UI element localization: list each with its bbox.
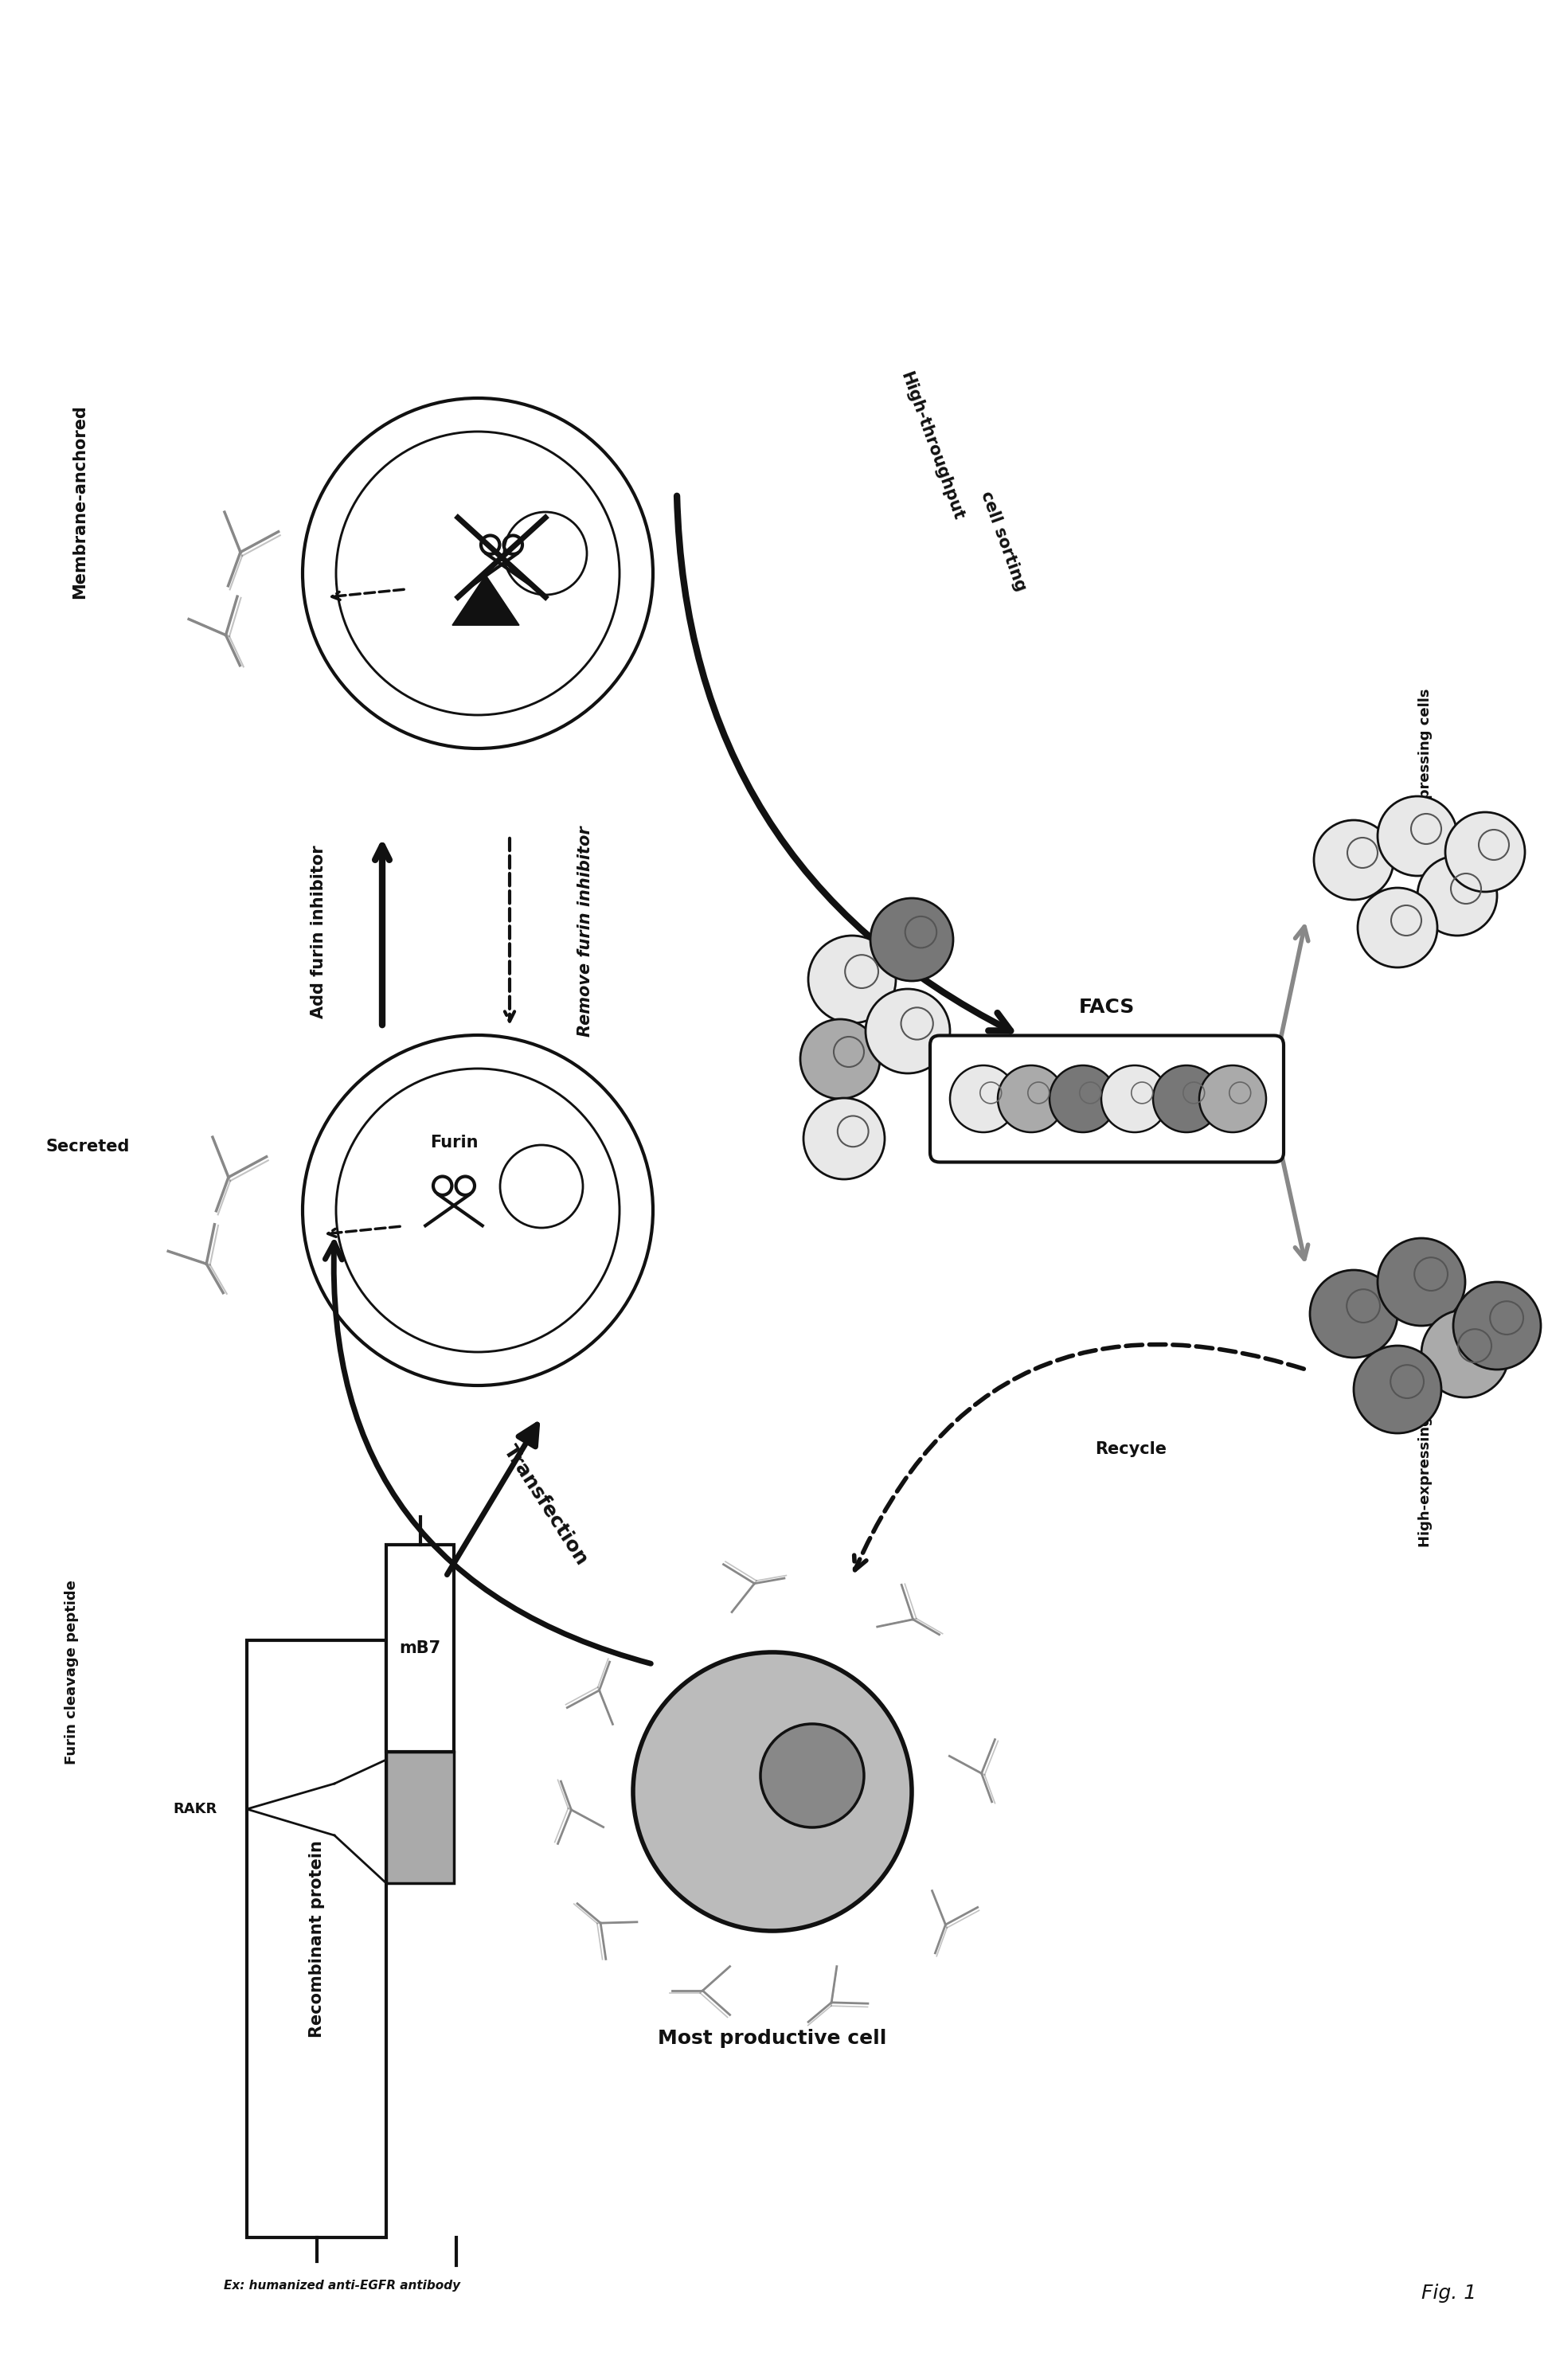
Text: Low-expressing cells: Low-expressing cells <box>1418 688 1432 857</box>
Circle shape <box>800 1019 879 1100</box>
Circle shape <box>1421 1309 1509 1397</box>
Circle shape <box>1378 1238 1466 1326</box>
Circle shape <box>1153 1066 1220 1133</box>
Circle shape <box>1418 857 1497 935</box>
Circle shape <box>865 990 950 1073</box>
FancyBboxPatch shape <box>246 1640 385 2237</box>
FancyBboxPatch shape <box>385 1545 454 1752</box>
Text: Recombinant protein: Recombinant protein <box>308 1840 325 2037</box>
Text: Membrane-anchored: Membrane-anchored <box>71 405 88 600</box>
Circle shape <box>870 897 954 981</box>
Text: RAKR: RAKR <box>173 1802 217 1816</box>
FancyBboxPatch shape <box>385 1752 454 1883</box>
Circle shape <box>500 1145 584 1228</box>
Circle shape <box>633 1652 912 1930</box>
Circle shape <box>808 935 896 1023</box>
Text: Secreted: Secreted <box>45 1138 130 1154</box>
Circle shape <box>1200 1066 1266 1133</box>
Text: FACS: FACS <box>1079 997 1135 1016</box>
Circle shape <box>1378 797 1457 876</box>
Text: Furin cleavage peptide: Furin cleavage peptide <box>65 1580 79 1764</box>
Circle shape <box>1101 1066 1169 1133</box>
Text: mB7: mB7 <box>399 1640 441 1656</box>
Text: High-expressing cells: High-expressing cells <box>1418 1376 1432 1547</box>
FancyBboxPatch shape <box>930 1035 1283 1161</box>
Text: High-throughput: High-throughput <box>898 369 966 521</box>
Text: Furin: Furin <box>430 1135 478 1150</box>
Polygon shape <box>452 576 519 626</box>
Text: cell sorting: cell sorting <box>978 490 1029 593</box>
Circle shape <box>1446 812 1525 892</box>
Circle shape <box>998 1066 1065 1133</box>
Text: Fig. 1: Fig. 1 <box>1421 2285 1477 2304</box>
Circle shape <box>1050 1066 1116 1133</box>
Text: Most productive cell: Most productive cell <box>658 2028 887 2047</box>
Circle shape <box>803 1097 885 1178</box>
Text: Remove furin inhibitor: Remove furin inhibitor <box>577 826 593 1038</box>
Text: Recycle: Recycle <box>1094 1442 1167 1457</box>
Circle shape <box>1310 1271 1398 1357</box>
Text: Transfection: Transfection <box>500 1442 591 1568</box>
Circle shape <box>302 1035 653 1385</box>
Circle shape <box>1358 888 1437 966</box>
Circle shape <box>1314 821 1393 900</box>
Circle shape <box>1454 1283 1540 1368</box>
Circle shape <box>950 1066 1017 1133</box>
Circle shape <box>1353 1345 1441 1433</box>
Circle shape <box>302 397 653 747</box>
Text: Add furin inhibitor: Add furin inhibitor <box>311 845 327 1019</box>
Circle shape <box>760 1723 864 1828</box>
Text: Ex: humanized anti-EGFR antibody: Ex: humanized anti-EGFR antibody <box>224 2280 461 2292</box>
Circle shape <box>505 512 587 595</box>
